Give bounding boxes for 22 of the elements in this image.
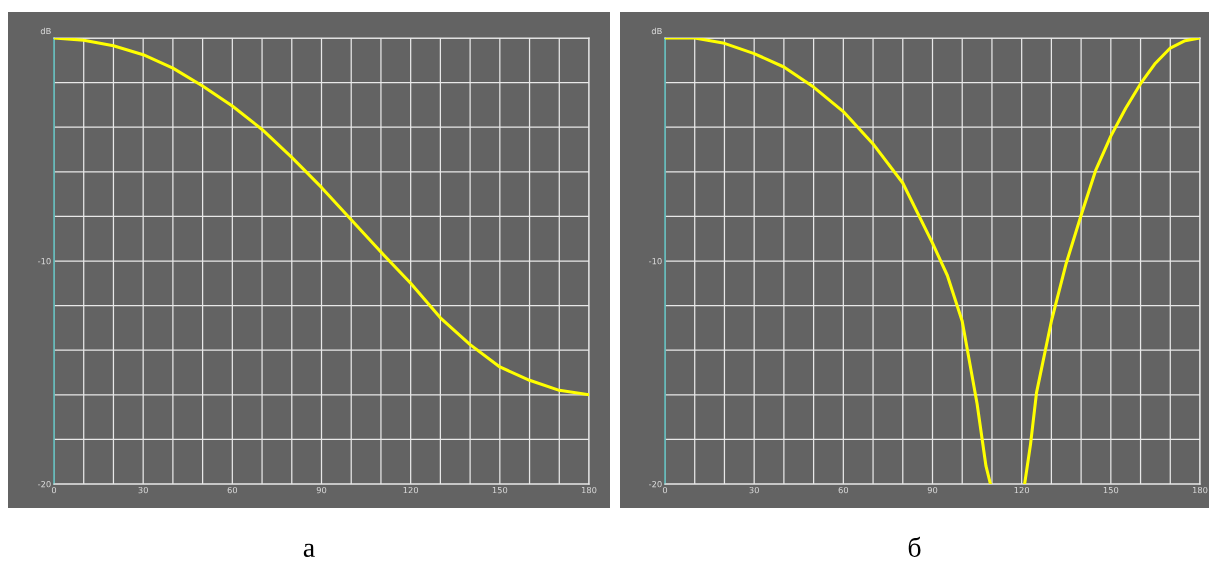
x-tick-label: 120	[403, 486, 419, 494]
x-tick-label: 0	[51, 486, 57, 494]
x-tick-label: 180	[581, 486, 597, 494]
text: б	[908, 536, 921, 557]
x-tick-label: 0	[662, 486, 668, 494]
y-axis-title: dB	[651, 27, 662, 35]
y-tick-label: -20	[38, 480, 51, 488]
y-tick-label: -20	[649, 480, 662, 488]
x-tick-label: 60	[227, 486, 238, 494]
x-tick-label: 30	[138, 486, 148, 494]
x-tick-label: 90	[316, 486, 327, 494]
y-tick-label: -10	[38, 257, 51, 265]
x-tick-label: 150	[1103, 486, 1119, 494]
x-tick-label: 60	[838, 486, 849, 494]
y-axis-title: dB	[40, 27, 51, 35]
x-tick-label: 30	[749, 486, 759, 494]
x-tick-label: 90	[927, 486, 938, 494]
x-tick-label: 180	[1192, 486, 1208, 494]
text: а	[303, 543, 315, 557]
x-tick-label: 150	[492, 486, 508, 494]
y-tick-label: -10	[649, 257, 662, 265]
x-tick-label: 120	[1014, 486, 1030, 494]
